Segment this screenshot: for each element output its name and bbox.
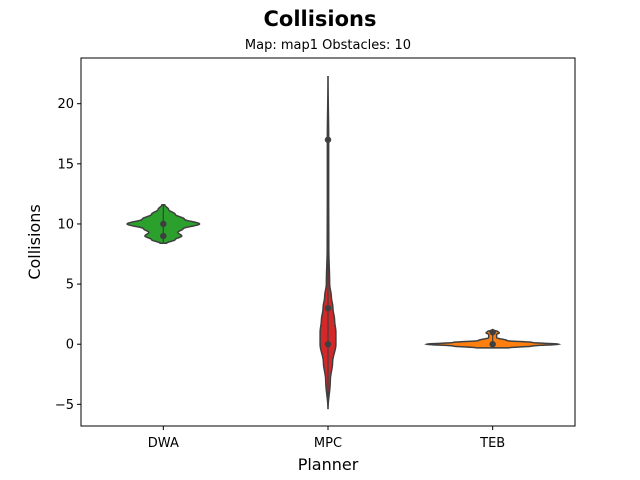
y-tick-label: 10 bbox=[57, 217, 74, 232]
y-tick-label: 5 bbox=[66, 278, 74, 293]
y-axis-label: Collisions bbox=[25, 204, 44, 279]
data-point bbox=[489, 328, 496, 336]
data-point bbox=[324, 304, 332, 312]
chart-subtitle: Map: map1 Obstacles: 10 bbox=[245, 38, 411, 53]
y-tick-label: 15 bbox=[57, 157, 74, 172]
x-tick-label: DWA bbox=[148, 436, 179, 451]
x-axis-label: Planner bbox=[298, 455, 359, 474]
data-point bbox=[160, 220, 167, 228]
y-tick-label: 0 bbox=[66, 338, 74, 353]
x-tick-label: MPC bbox=[314, 436, 342, 451]
x-tick-label: TEB bbox=[479, 436, 505, 451]
y-tick-label: 20 bbox=[57, 97, 74, 112]
y-axis: −5 0 5 10 15 20 bbox=[55, 97, 81, 413]
data-point bbox=[324, 136, 332, 144]
data-point bbox=[160, 232, 167, 240]
y-tick-label: −5 bbox=[55, 398, 74, 413]
x-axis: DWA MPC TEB bbox=[148, 426, 505, 451]
plot-frame bbox=[80, 57, 576, 427]
data-point bbox=[489, 340, 496, 348]
violin-group bbox=[126, 76, 562, 410]
chart-title: Collisions bbox=[263, 7, 376, 31]
data-point bbox=[324, 340, 332, 348]
